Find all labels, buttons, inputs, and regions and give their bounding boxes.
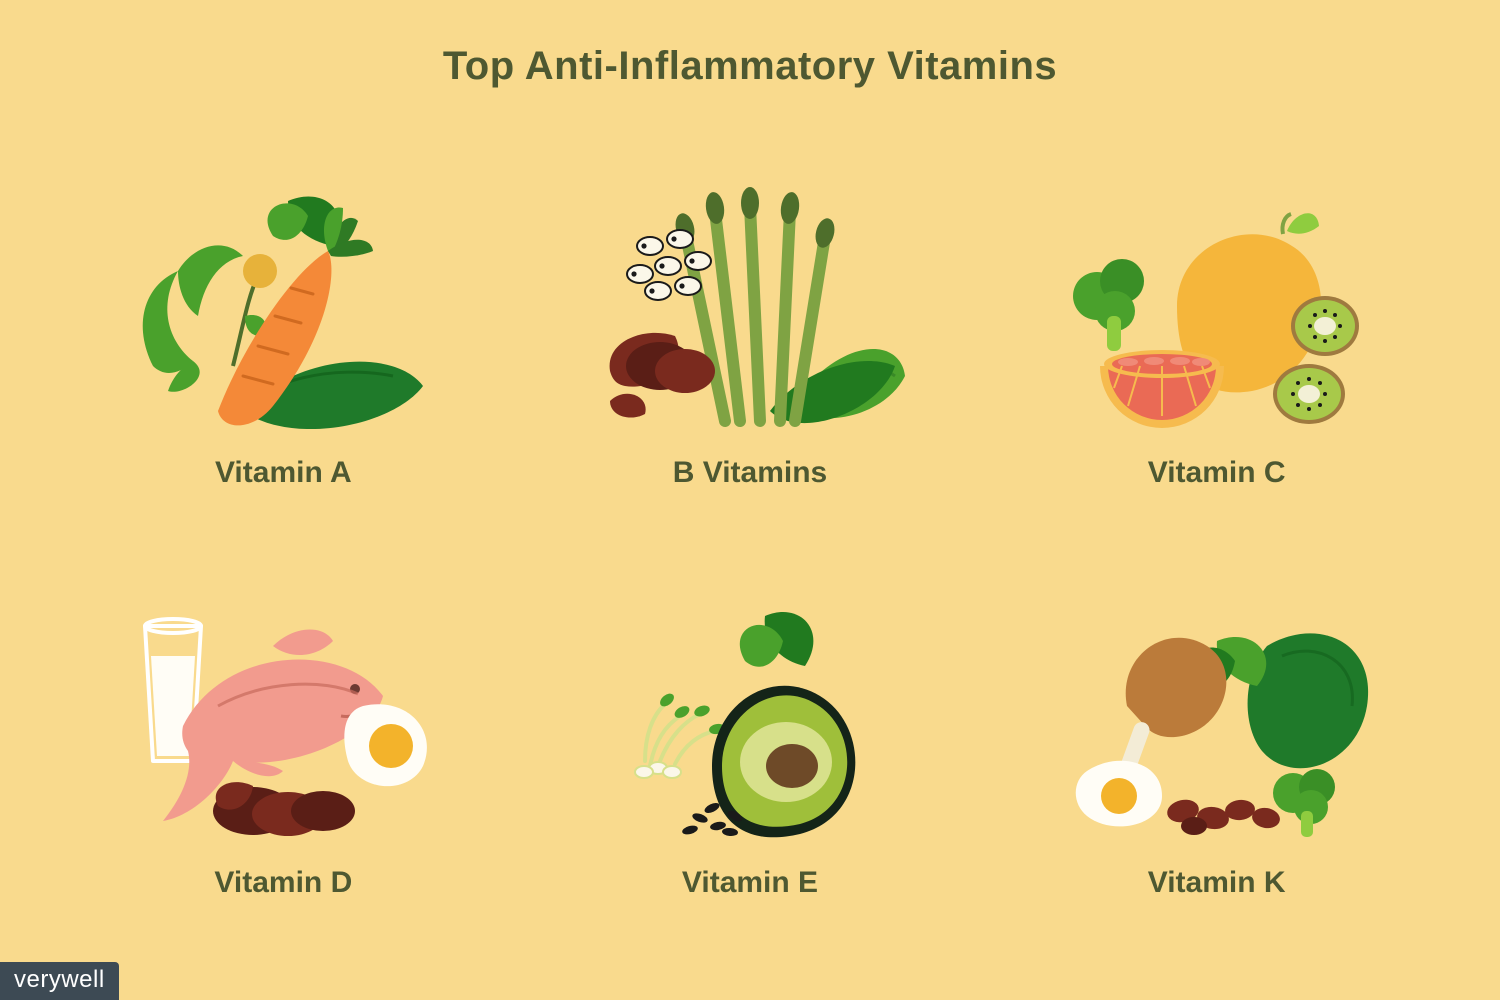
cell-vitamin-k: Vitamin K — [1013, 530, 1420, 901]
caption-b-vitamins: B Vitamins — [673, 456, 828, 490]
foods-vitamin-e-icon — [590, 586, 910, 846]
brand-badge: verywell — [0, 962, 119, 1000]
caption-vitamin-k: Vitamin K — [1148, 866, 1286, 900]
cell-vitamin-d: Vitamin D — [80, 530, 487, 901]
page-title: Top Anti-Inflammatory Vitamins — [443, 44, 1057, 89]
black-eyed-peas-icon — [627, 230, 711, 300]
cell-vitamin-a: Vitamin A — [80, 119, 487, 490]
foods-vitamin-c-icon — [1057, 176, 1377, 436]
kidney-beans-icon — [1165, 797, 1281, 835]
spinach-leaf-icon — [770, 348, 905, 422]
broccoli-icon — [1073, 259, 1144, 351]
liver-slices-icon — [610, 332, 715, 417]
broccoli-icon — [1273, 769, 1335, 837]
caption-vitamin-e: Vitamin E — [682, 866, 818, 900]
cell-vitamin-e: Vitamin E — [547, 530, 954, 901]
cell-b-vitamins: B Vitamins — [547, 119, 954, 490]
basil-icon — [740, 612, 814, 667]
caption-vitamin-c: Vitamin C — [1148, 456, 1286, 490]
caption-vitamin-a: Vitamin A — [215, 456, 352, 490]
caption-vitamin-d: Vitamin D — [214, 866, 352, 900]
fried-egg-icon — [345, 704, 428, 786]
fried-egg-icon — [1075, 761, 1161, 827]
foods-vitamin-k-icon — [1057, 586, 1377, 846]
infographic-canvas: Top Anti-Inflammatory Vitamins — [0, 0, 1500, 1000]
cell-vitamin-c: Vitamin C — [1013, 119, 1420, 490]
liver-slices-icon — [213, 782, 355, 836]
foods-b-vitamins-icon — [590, 176, 910, 436]
grapefruit-half-icon — [1100, 350, 1224, 428]
vitamin-grid: Vitamin A — [80, 119, 1420, 900]
kale-icon — [1247, 633, 1368, 768]
brand-text: verywell — [14, 966, 105, 993]
foods-vitamin-a-icon — [123, 176, 443, 436]
foods-vitamin-d-icon — [123, 586, 443, 846]
parsley-icon — [143, 245, 243, 391]
